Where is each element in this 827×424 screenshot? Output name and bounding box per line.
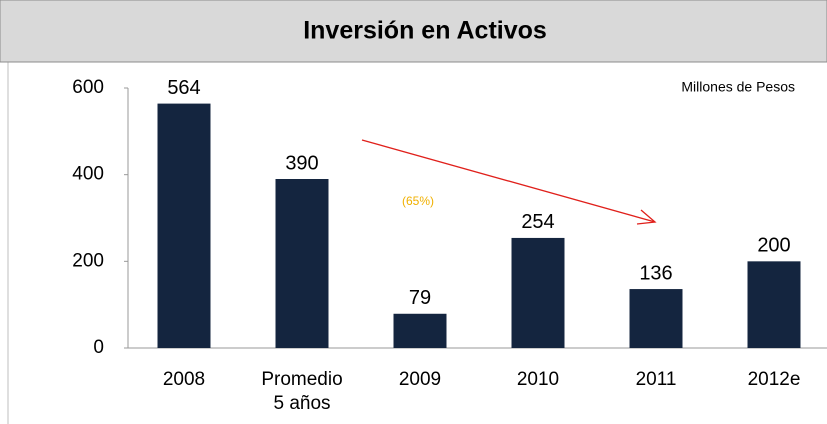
value-label: 564 bbox=[167, 77, 200, 99]
bar bbox=[393, 313, 447, 348]
frame bbox=[7, 0, 827, 424]
x-tick-label: 2010 bbox=[516, 369, 560, 390]
x-tick-label: 2011 bbox=[635, 369, 677, 390]
bar bbox=[511, 237, 565, 348]
y-tick-label: 400 bbox=[72, 164, 104, 185]
value-label: 79 bbox=[409, 287, 431, 309]
y-tick-label: 0 bbox=[93, 337, 104, 358]
title-bar bbox=[0, 0, 827, 63]
value-label: 200 bbox=[757, 235, 790, 257]
x-tick-label: 2008 bbox=[162, 369, 206, 390]
value-label: 390 bbox=[285, 152, 318, 174]
value-label: 136 bbox=[639, 262, 672, 284]
x-tick-label: Promedio 5 años bbox=[261, 369, 343, 414]
trend-arrow bbox=[361, 139, 656, 223]
bar bbox=[629, 289, 683, 348]
x-tick-label: 2012e bbox=[747, 369, 801, 390]
chart-title: Inversión en Activos bbox=[303, 17, 547, 45]
value-label: 254 bbox=[521, 211, 554, 233]
bar bbox=[747, 261, 801, 348]
arrow-head bbox=[636, 209, 657, 225]
change-note: (65%) bbox=[402, 194, 434, 208]
x-tick-label: 2009 bbox=[398, 369, 442, 390]
bar bbox=[157, 103, 211, 348]
unit-note: Millones de Pesos bbox=[681, 79, 795, 95]
bar bbox=[275, 179, 329, 348]
y-tick-label: 600 bbox=[72, 77, 104, 98]
y-tick-label: 200 bbox=[72, 250, 104, 271]
